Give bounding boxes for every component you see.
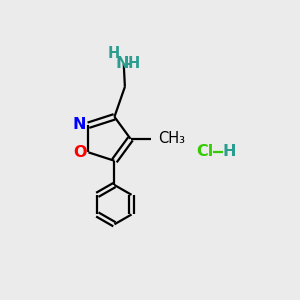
- Text: Cl: Cl: [196, 144, 214, 159]
- Text: H: H: [223, 144, 236, 159]
- Text: O: O: [73, 145, 86, 160]
- Text: N: N: [116, 56, 129, 71]
- Text: H: H: [128, 56, 140, 71]
- Text: N: N: [73, 117, 86, 132]
- Text: H: H: [108, 46, 120, 61]
- Text: CH₃: CH₃: [158, 131, 185, 146]
